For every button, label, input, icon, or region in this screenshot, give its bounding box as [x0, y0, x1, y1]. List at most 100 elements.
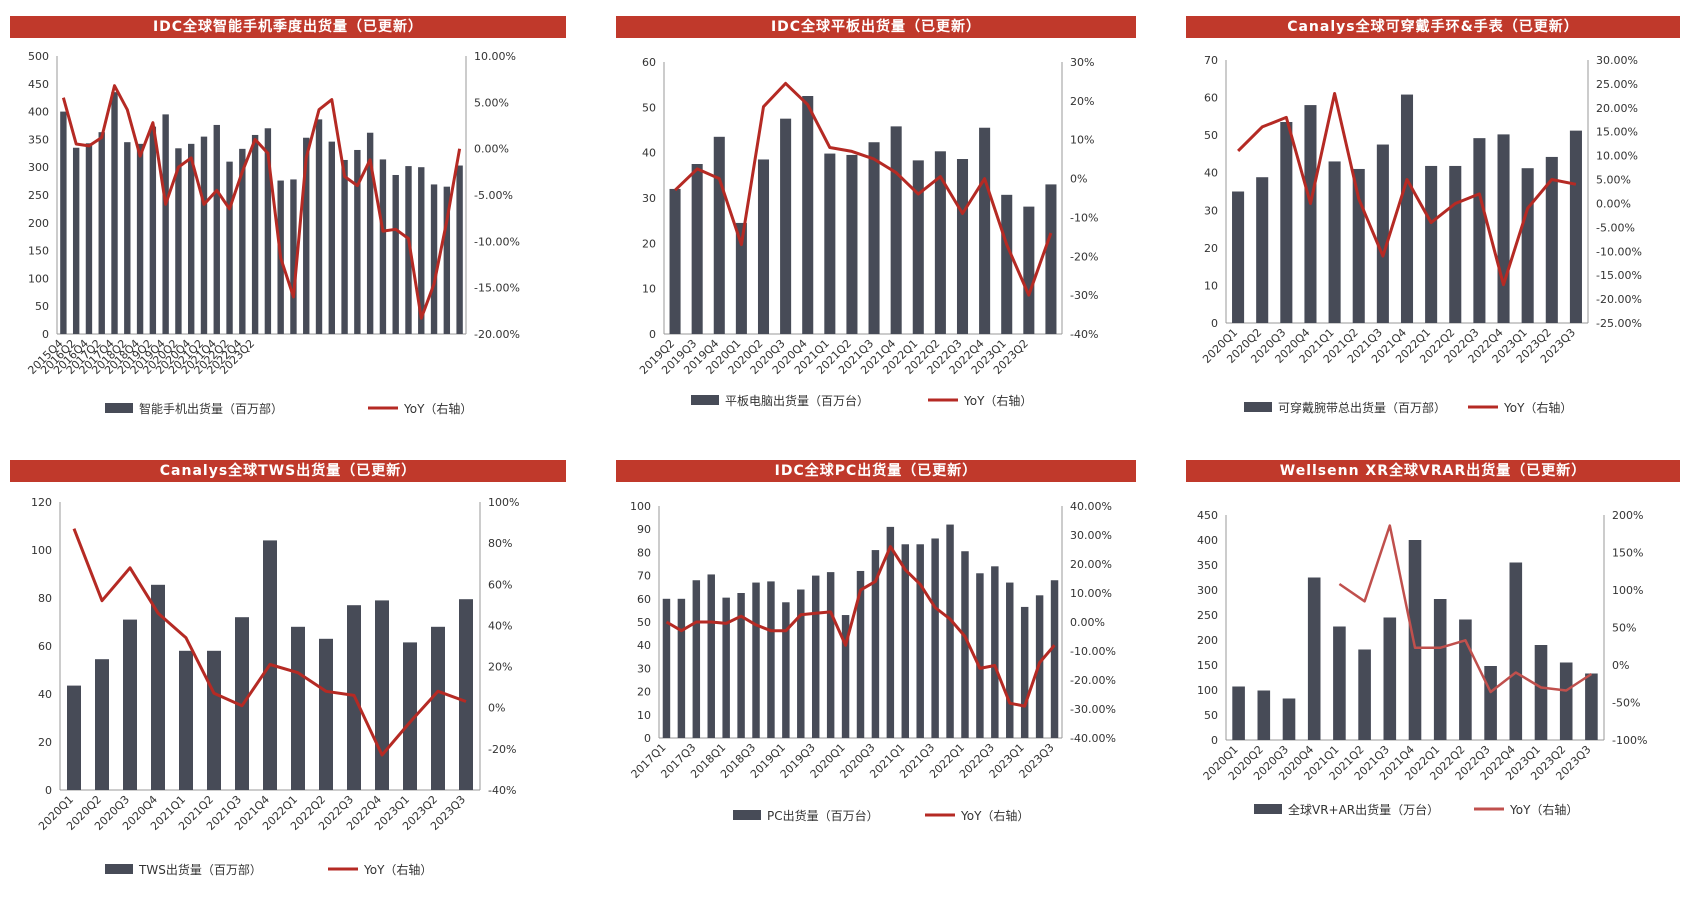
bar — [752, 582, 760, 738]
bar — [1534, 645, 1548, 740]
left-tick-label: 90 — [637, 523, 651, 536]
bar — [1045, 184, 1057, 334]
right-tick-label: -25.00% — [1596, 317, 1642, 330]
right-tick-label: -15.00% — [474, 282, 520, 295]
left-tick-label: 0 — [649, 328, 656, 341]
right-tick-label: 10.00% — [474, 50, 516, 63]
bar — [162, 114, 169, 334]
right-tick-label: 5.00% — [474, 96, 509, 109]
bar — [871, 550, 880, 738]
right-tick-label: 10.00% — [1596, 150, 1638, 163]
legend-line-label: YoY（右轴） — [960, 808, 1029, 823]
bar — [662, 598, 671, 738]
bar — [291, 626, 305, 790]
yoy-line — [61, 84, 462, 320]
left-tick-label: 300 — [28, 161, 49, 174]
yoy-line — [1338, 524, 1593, 694]
legend-line-label: YoY（右轴） — [1503, 400, 1572, 415]
chart-svg: 0 10 20 30 40 50 60 70 -25.00% -20.00% -15.00% -10.… — [1200, 54, 1642, 415]
chart-panel-6: Wellsenn XR全球VRAR出货量（已更新） 0 50 100 150 200 250… — [1186, 460, 1680, 900]
bar — [456, 165, 463, 334]
bar — [179, 650, 193, 790]
left-tick-label: 60 — [38, 640, 52, 653]
legend-line-label: YoY（右轴） — [963, 393, 1032, 408]
right-tick-label: 15.00% — [1596, 126, 1638, 139]
left-tick-label: 200 — [28, 217, 49, 230]
left-tick-label: 30 — [637, 662, 651, 675]
bar — [1459, 619, 1472, 740]
right-tick-label: 10% — [1070, 134, 1094, 147]
right-tick-label: 100% — [488, 496, 519, 509]
legend-bar-swatch — [1244, 402, 1272, 412]
bar — [782, 602, 790, 738]
left-tick-label: 40 — [38, 688, 52, 701]
bar — [1559, 662, 1573, 740]
left-tick-label: 100 — [28, 272, 49, 285]
bar — [226, 161, 233, 334]
right-tick-label: 0.00% — [1596, 197, 1631, 210]
left-tick-label: 60 — [642, 56, 656, 69]
right-tick-label: -40% — [1070, 328, 1098, 341]
bar — [200, 136, 208, 334]
left-tick-label: 50 — [637, 616, 651, 629]
right-tick-label: 100% — [1612, 584, 1643, 597]
right-tick-label: -5.00% — [474, 189, 513, 202]
bar — [1433, 599, 1447, 740]
bar — [1304, 105, 1317, 323]
bar — [379, 159, 387, 334]
left-tick-label: 150 — [1197, 659, 1218, 672]
bar — [856, 570, 865, 738]
left-tick-label: 20 — [1204, 242, 1218, 255]
right-tick-label: -20.00% — [1070, 674, 1116, 687]
legend-bar-swatch — [691, 395, 719, 405]
bar — [1257, 690, 1271, 740]
bar — [111, 92, 118, 334]
right-tick-label: -20.00% — [1596, 293, 1642, 306]
right-tick-label: 20% — [488, 661, 512, 674]
left-tick-label: 300 — [1197, 584, 1218, 597]
bar — [341, 159, 348, 334]
bar — [60, 111, 67, 334]
bar — [931, 538, 939, 738]
bar — [392, 174, 399, 334]
bar — [1358, 649, 1371, 740]
bar — [67, 685, 81, 790]
left-tick-label: 500 — [28, 50, 49, 63]
bar — [443, 186, 451, 334]
bar — [1280, 121, 1293, 323]
bar — [1521, 168, 1534, 323]
right-tick-label: 20% — [1070, 95, 1094, 108]
yoy-line — [72, 528, 467, 757]
bar — [1328, 161, 1341, 323]
bar — [124, 142, 131, 334]
left-tick-label: 30 — [642, 192, 656, 205]
bar — [1282, 698, 1296, 740]
bar — [802, 96, 814, 334]
left-tick-label: 100 — [630, 500, 651, 513]
bar — [991, 566, 999, 738]
bar — [354, 149, 361, 334]
right-tick-label: -10.00% — [1070, 645, 1116, 658]
right-tick-label: 150% — [1612, 547, 1643, 560]
bar — [1509, 562, 1523, 740]
bar — [1307, 577, 1321, 740]
legend-bar-swatch — [105, 403, 133, 413]
bar — [846, 154, 858, 334]
chart-title: IDC全球智能手机季度出货量（已更新） — [10, 16, 566, 38]
right-tick-label: -20% — [488, 743, 516, 756]
right-tick-label: 0% — [1612, 659, 1629, 672]
chart-panel-4: Canalys全球TWS出货量（已更新） 0 20 40 60 80 100 120 -40% -… — [10, 460, 566, 900]
bar — [149, 126, 157, 334]
yoy-line — [674, 81, 1053, 297]
bar — [95, 659, 109, 790]
right-tick-label: 0% — [488, 702, 505, 715]
bar — [375, 600, 389, 790]
legend-line-label: YoY（右轴） — [1509, 802, 1578, 817]
right-tick-label: -20.00% — [474, 328, 520, 341]
bar — [136, 143, 144, 334]
left-tick-label: 50 — [1204, 129, 1218, 142]
bar — [901, 544, 910, 738]
bar — [934, 151, 946, 334]
right-tick-label: 30% — [1070, 56, 1094, 69]
left-tick-label: 0 — [45, 784, 52, 797]
